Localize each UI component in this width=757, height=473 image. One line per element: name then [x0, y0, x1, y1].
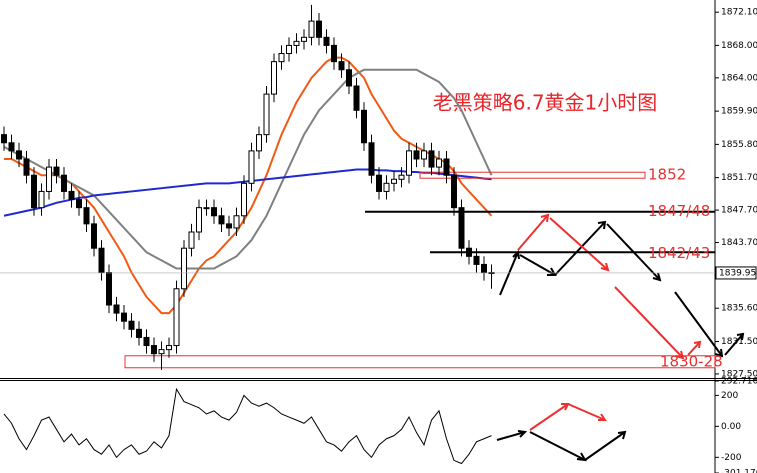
candle-body	[293, 40, 300, 46]
candle-body	[323, 36, 330, 46]
y-tick-label: 0.00	[721, 422, 741, 432]
candle-body	[421, 150, 427, 160]
candle-body	[353, 85, 360, 111]
level-box	[419, 171, 646, 179]
candle-body	[203, 207, 210, 210]
candle-body	[196, 207, 202, 233]
candle-body	[38, 190, 45, 209]
candle-body	[218, 215, 225, 225]
y-tick-label: 1843.70	[721, 238, 757, 248]
candle-body	[413, 150, 420, 160]
candle-body	[278, 53, 285, 63]
y-tick-label: 1859.90	[721, 107, 757, 117]
candle-body	[398, 174, 405, 180]
candle-body	[31, 174, 37, 209]
candle-body	[106, 272, 112, 306]
candle-body	[23, 158, 30, 176]
candle-body	[391, 178, 397, 184]
y-tick-label: 1835.60	[721, 304, 757, 314]
y-tick-label: 1872.10	[721, 8, 757, 18]
candle-body	[301, 36, 307, 42]
level-label: 1830-28	[660, 352, 723, 370]
candle-body	[211, 207, 217, 217]
candle-body	[151, 345, 157, 355]
candle-body	[128, 320, 135, 330]
y-tick-label: 1855.80	[721, 140, 757, 150]
candle-body	[143, 336, 150, 347]
y-tick-label: 1831.50	[721, 337, 757, 347]
candle-body	[473, 255, 480, 265]
candle-body	[121, 312, 127, 322]
candle-body	[166, 345, 172, 351]
y-tick-label: 1827.50	[721, 369, 757, 379]
candle-body	[233, 215, 240, 229]
candle-body	[241, 182, 247, 217]
candle-body	[338, 61, 345, 71]
moving-average	[3, 68, 493, 270]
y-tick-label: -200	[721, 453, 742, 463]
candle-body	[173, 288, 180, 347]
y-tick-label: 1847.70	[721, 206, 757, 216]
candle-body	[286, 44, 292, 55]
candle-body	[376, 174, 382, 192]
candle-body	[76, 199, 82, 209]
candle-body	[428, 150, 435, 168]
candle-body	[61, 174, 67, 192]
candle-body	[46, 166, 52, 192]
candle-body	[436, 158, 442, 168]
candle-body	[458, 207, 465, 249]
candle-body	[383, 182, 390, 192]
candle-body	[1, 134, 7, 144]
candle-body	[158, 349, 165, 355]
level-label: 1852	[648, 166, 686, 184]
candle-body	[91, 223, 97, 249]
candle-body	[466, 247, 472, 257]
candle-body	[316, 20, 322, 38]
candle-body	[331, 44, 337, 63]
candle-body	[53, 166, 60, 176]
candle-body	[136, 328, 142, 338]
candle-body	[16, 150, 22, 160]
candle-body	[481, 263, 487, 274]
y-tick-label: 1864.00	[721, 73, 757, 83]
candle-body	[188, 231, 195, 249]
candle-body	[256, 134, 262, 152]
y-tick-label: 200	[721, 391, 738, 401]
candle-body	[83, 207, 90, 225]
candle-body	[308, 20, 315, 38]
candle-body	[263, 93, 270, 136]
candle-body	[181, 247, 187, 290]
candle-body	[68, 190, 75, 201]
oscillator-line	[3, 387, 492, 465]
candle-body	[368, 142, 375, 176]
level-label: 1842/43	[648, 244, 710, 262]
candle-body	[113, 304, 120, 314]
candle-body	[406, 150, 412, 176]
candle-body	[98, 247, 105, 274]
last-price-label: 1839.95	[719, 268, 756, 278]
candle-body	[346, 69, 352, 87]
candle-body	[361, 109, 367, 144]
candle-body	[271, 61, 277, 95]
level-box	[124, 355, 716, 369]
candle-body	[451, 174, 457, 209]
candle-body	[226, 223, 232, 229]
y-tick-label: -301.170	[721, 469, 757, 473]
candle-body	[248, 150, 255, 184]
y-tick-label: 1868.00	[721, 41, 757, 51]
y-tick-label: 292.7165	[721, 377, 757, 387]
candle-body	[8, 142, 15, 152]
y-tick-label: 1851.70	[721, 173, 757, 183]
level-label: 1847/48	[648, 202, 710, 220]
candle-body	[443, 158, 450, 176]
last-price-box	[715, 266, 757, 280]
chart-title: 老黑策略6.7黄金1小时图	[433, 91, 658, 115]
